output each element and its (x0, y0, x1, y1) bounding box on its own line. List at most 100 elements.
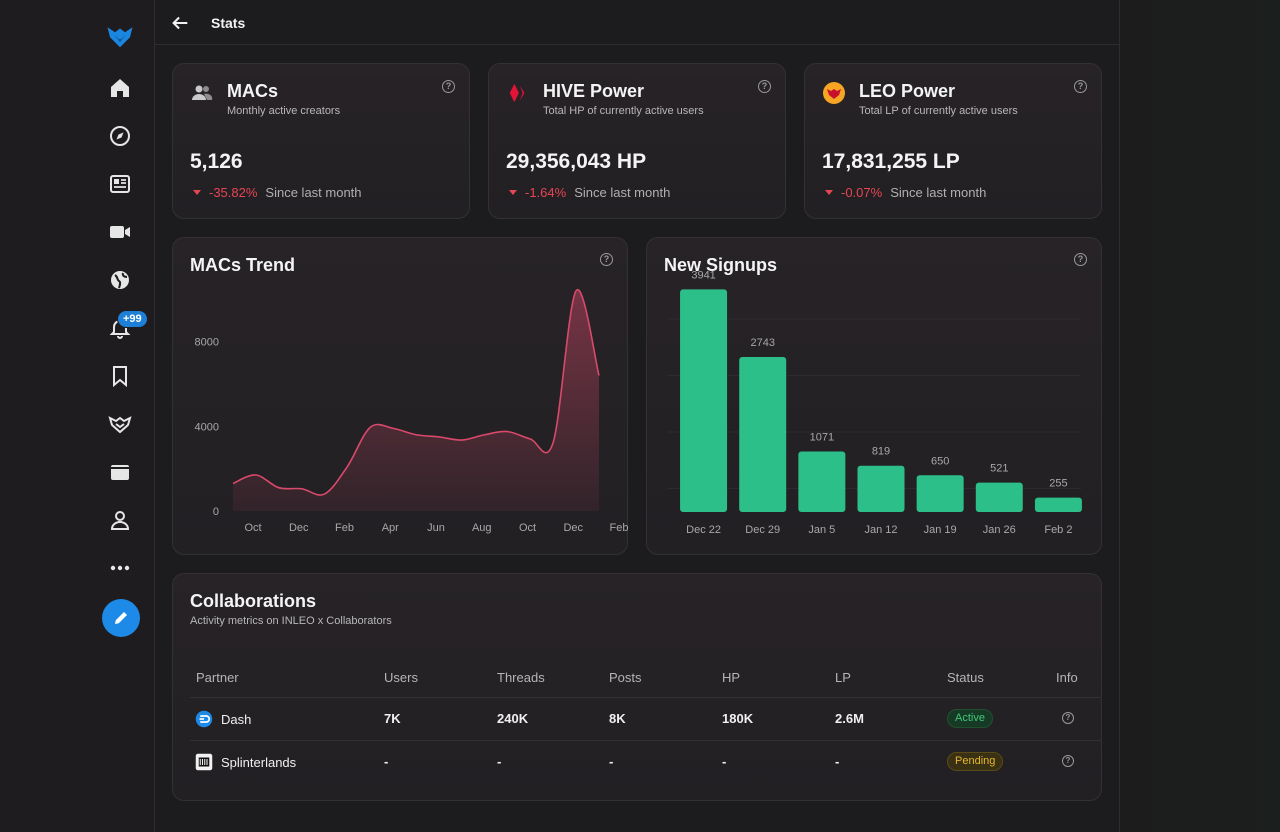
bar (739, 357, 787, 512)
content-divider (1119, 0, 1120, 832)
bar (798, 451, 846, 512)
column-header-hp: HP (722, 670, 741, 685)
stat-title: MACs (227, 81, 279, 101)
dash-icon (195, 710, 213, 728)
sidebar: +99 (96, 0, 148, 832)
stat-since: Since last month (265, 185, 362, 200)
hive-icon (506, 81, 530, 105)
help-icon[interactable]: ? (1074, 80, 1087, 93)
cell-users: 7K (384, 711, 401, 726)
stat-title: HIVE Power (543, 81, 645, 101)
column-header-lp: LP (835, 670, 851, 685)
stat-change-value: -35.82% (209, 185, 258, 200)
partner-name: Dash (221, 711, 252, 727)
stat-change: -0.07% Since last month (825, 185, 986, 200)
x-tick-label: Oct (519, 522, 536, 534)
stat-change: -35.82% Since last month (193, 185, 362, 200)
splinterlands-icon (195, 753, 213, 771)
notification-badge: +99 (117, 310, 148, 328)
help-icon[interactable]: ? (1074, 253, 1087, 266)
x-tick-label: Jan 19 (924, 524, 957, 536)
macs-trend-chart: 0 4000 8000 Oct Dec Feb Apr Jun Aug Oct Dec Feb (195, 289, 629, 534)
stat-card-macs: MACs Monthly active creators ? 5,126 -35… (172, 63, 470, 219)
bar-value-label: 2743 (750, 337, 774, 349)
info-icon[interactable]: ? (1062, 712, 1074, 724)
cell-threads: 240K (497, 711, 529, 726)
new-signups-card: New Signups ? 3941 Dec 22 2743 Dec 29 1071 Ja… (646, 237, 1102, 555)
stat-change: -1.64% Since last month (509, 185, 670, 200)
y-tick-label: 8000 (195, 337, 219, 349)
back-button[interactable] (169, 12, 191, 34)
x-tick-label: Feb (610, 522, 629, 534)
bookmark-icon[interactable] (96, 356, 144, 396)
home-icon[interactable] (96, 68, 144, 108)
bar-value-label: 819 (872, 446, 890, 458)
cell-lp: - (835, 754, 840, 769)
help-icon[interactable]: ? (442, 80, 455, 93)
column-header-info: Info (1056, 670, 1078, 685)
cell-users: - (384, 754, 389, 769)
user-icon[interactable] (96, 500, 144, 540)
down-arrow-icon (825, 190, 833, 195)
x-tick-label: Jan 26 (983, 524, 1016, 536)
down-arrow-icon (509, 190, 517, 195)
stat-change-value: -1.64% (525, 185, 567, 200)
wallet-icon[interactable] (96, 452, 144, 492)
x-tick-label: Dec (289, 522, 309, 534)
area-fill (233, 289, 599, 511)
help-icon[interactable]: ? (600, 253, 613, 266)
pencil-icon (115, 612, 127, 624)
stat-subtitle: Total LP of currently active users (859, 105, 1018, 117)
cell-lp: 2.6M (835, 711, 864, 726)
compose-button[interactable] (102, 599, 140, 637)
bar-value-label: 1071 (810, 431, 834, 443)
collaborations-card: Collaborations Activity metrics on INLEO… (172, 573, 1102, 801)
column-header-status: Status (947, 670, 984, 685)
cell-posts: 8K (609, 711, 626, 726)
stat-subtitle: Total HP of currently active users (543, 105, 704, 117)
table-row-partner: Splinterlands (195, 753, 296, 771)
section-subtitle: Activity metrics on INLEO x Collaborator… (190, 615, 392, 627)
x-tick-label: Apr (382, 522, 399, 534)
x-tick-label: Jan 12 (864, 524, 897, 536)
help-icon[interactable]: ? (758, 80, 771, 93)
bar (680, 289, 728, 512)
cell-hp: 180K (722, 711, 754, 726)
cell-posts: - (609, 754, 614, 769)
partner-name: Splinterlands (221, 754, 297, 770)
down-arrow-icon (193, 190, 201, 195)
chart-title: MACs Trend (190, 255, 296, 275)
stat-value: 29,356,043 HP (506, 150, 647, 173)
users-icon (190, 81, 214, 105)
info-icon[interactable]: ? (1062, 755, 1074, 767)
bar (857, 465, 905, 512)
stat-change-value: -0.07% (841, 185, 883, 200)
x-tick-label: Dec 29 (745, 524, 780, 536)
stat-since: Since last month (574, 185, 671, 200)
bar (1034, 497, 1082, 512)
series-line (232, 289, 600, 496)
stat-card-hive-power: HIVE Power Total HP of currently active … (488, 63, 786, 219)
leo-logo-icon[interactable] (96, 16, 144, 56)
arrow-left-icon (172, 16, 188, 30)
column-header-partner: Partner (196, 670, 239, 685)
video-icon[interactable] (96, 212, 144, 252)
newspaper-icon[interactable] (96, 164, 144, 204)
x-tick-label: Feb 2 (1044, 524, 1072, 536)
more-icon[interactable] (96, 548, 144, 588)
y-tick-label: 4000 (195, 421, 219, 433)
leo-coin-icon (822, 81, 846, 105)
x-tick-label: Aug (472, 522, 492, 534)
x-tick-label: Dec 22 (686, 524, 721, 536)
globe-icon[interactable] (96, 260, 144, 300)
stat-since: Since last month (890, 185, 987, 200)
stat-subtitle: Monthly active creators (227, 105, 341, 117)
x-tick-label: Dec (563, 522, 583, 534)
page-title: Stats (211, 15, 246, 31)
compass-icon[interactable] (96, 116, 144, 156)
x-tick-label: Jan 5 (808, 524, 835, 536)
cell-hp: - (722, 754, 727, 769)
sidebar-divider (154, 0, 155, 832)
leo-icon[interactable] (96, 404, 144, 444)
bell-icon[interactable]: +99 (96, 308, 148, 348)
